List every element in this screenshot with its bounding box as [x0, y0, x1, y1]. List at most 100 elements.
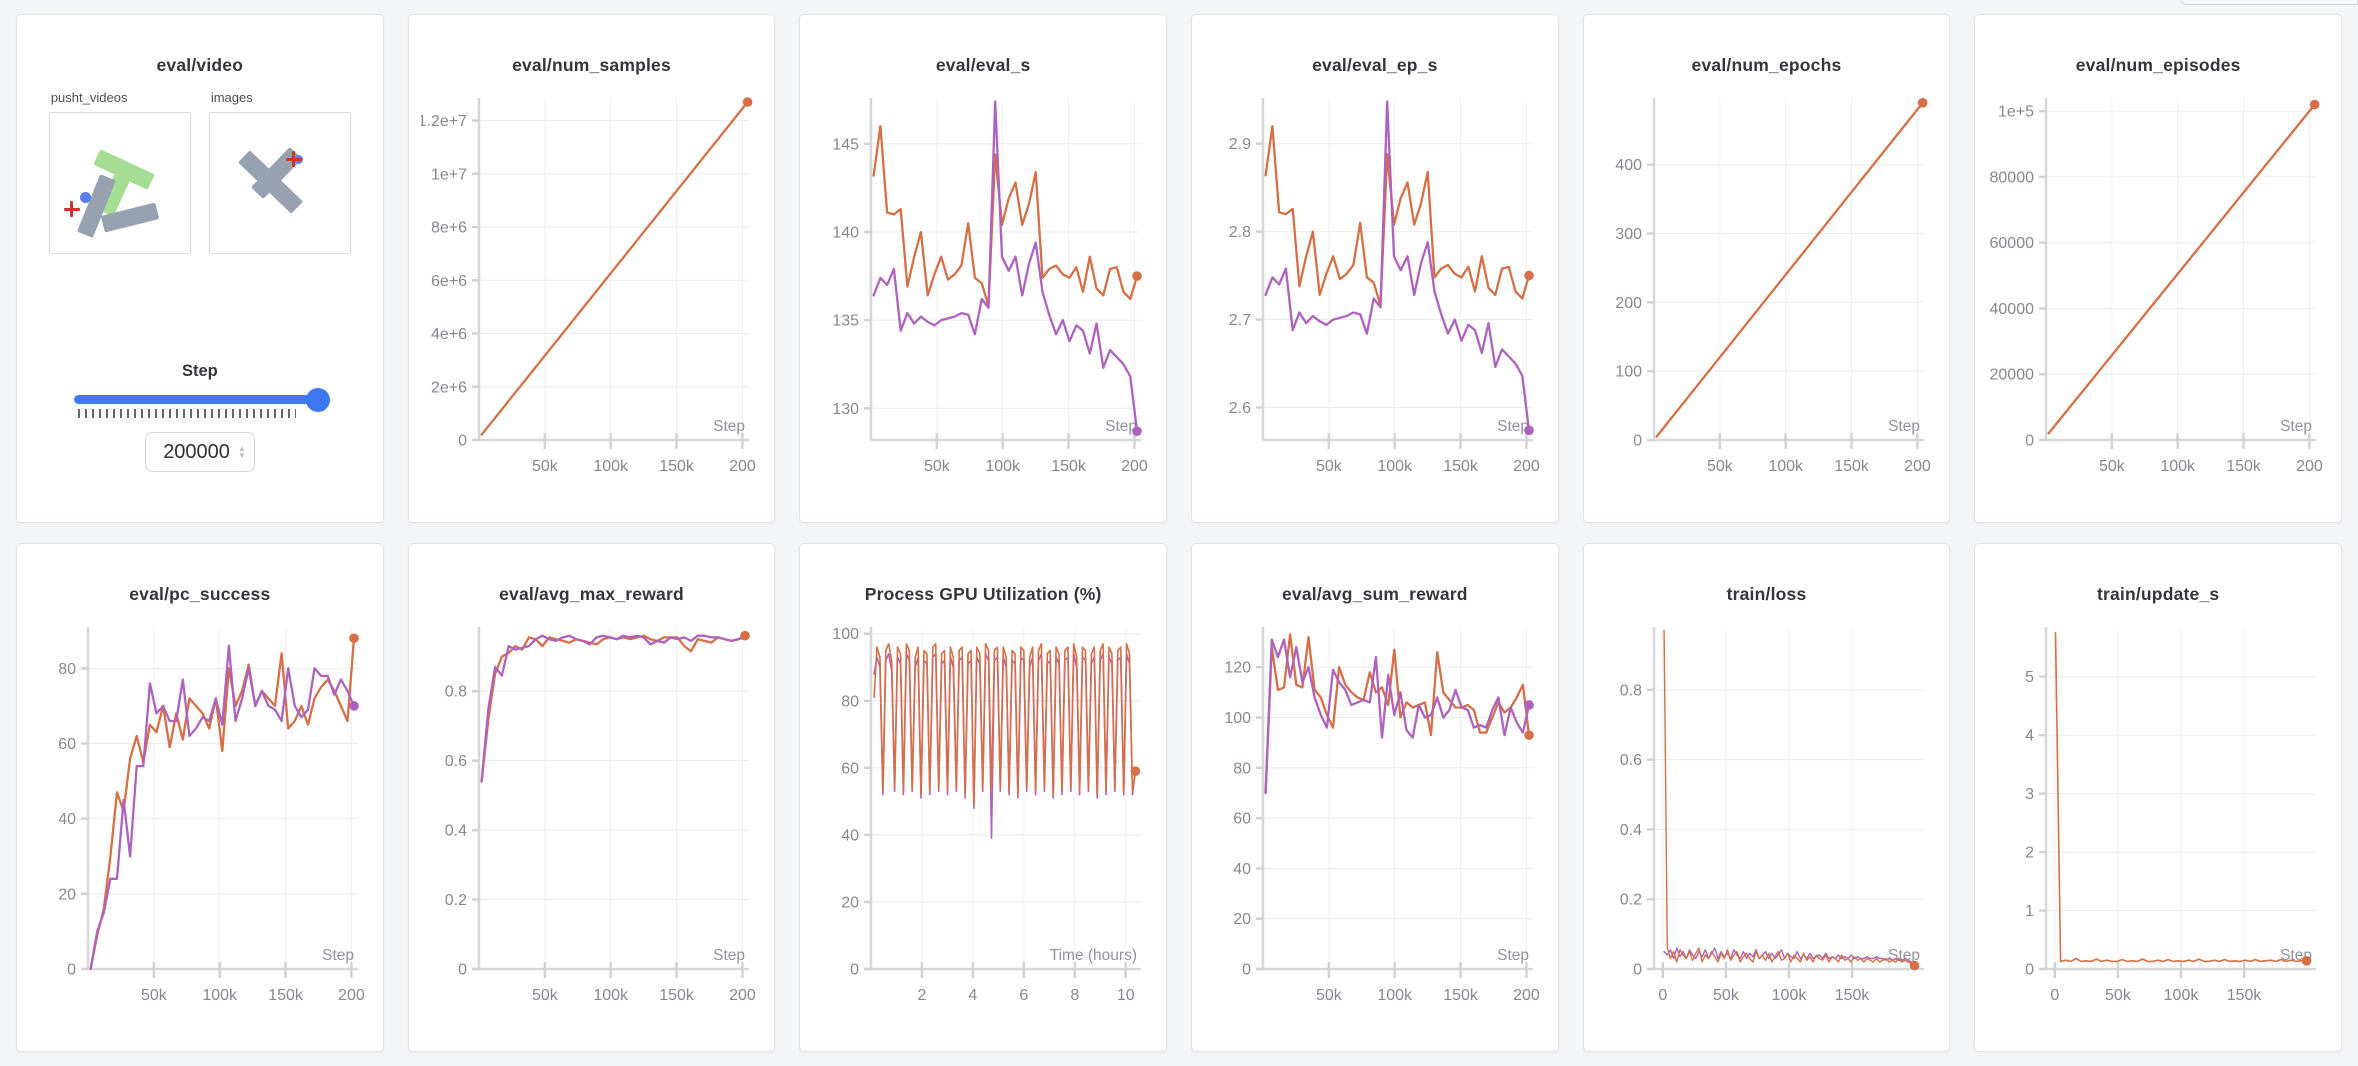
- svg-text:60000: 60000: [1990, 235, 2035, 252]
- svg-text:200: 200: [730, 987, 757, 1004]
- chart-title: train/loss: [1726, 584, 1807, 604]
- media-panel-eval-video: eval/video pusht_videos images: [16, 14, 384, 523]
- chart-panel-eval-num-episodes[interactable]: eval/num_episodes 50k 100k 150k 200 0 20000 40…: [1974, 14, 2342, 523]
- svg-text:200: 200: [1121, 458, 1148, 475]
- x-axis-label: Step: [2280, 418, 2312, 435]
- step-slider-track[interactable]: [73, 387, 330, 412]
- svg-text:100k: 100k: [594, 987, 630, 1004]
- images-thumbnail[interactable]: [208, 112, 351, 254]
- pusht-video-thumbnail[interactable]: [48, 112, 191, 254]
- svg-text:200: 200: [338, 987, 365, 1004]
- svg-text:0: 0: [2025, 962, 2034, 979]
- svg-text:50k: 50k: [1707, 458, 1734, 475]
- svg-text:20000: 20000: [1990, 367, 2035, 384]
- svg-text:8: 8: [1070, 987, 1079, 1004]
- svg-text:4: 4: [969, 987, 978, 1004]
- svg-text:120: 120: [1224, 660, 1251, 677]
- thumb-col-pusht-videos: pusht_videos: [48, 90, 191, 254]
- chart-canvas[interactable]: 50k 100k 150k 200 0 20 40 60 80 100 120 Step: [1205, 617, 1545, 1021]
- step-slider[interactable]: [73, 387, 330, 418]
- chart-panel-eval-avg-max-reward[interactable]: eval/avg_max_reward 50k 100k 150k 200 0 0.2 0.…: [407, 543, 776, 1052]
- svg-text:200: 200: [1905, 458, 1932, 475]
- svg-text:100: 100: [1616, 364, 1643, 381]
- stepper-up-icon[interactable]: ▴: [239, 443, 245, 453]
- thumb-label: images: [210, 90, 253, 105]
- svg-text:0: 0: [1634, 962, 1643, 979]
- svg-text:100k: 100k: [1772, 987, 1808, 1004]
- media-thumbnails: pusht_videos images: [17, 90, 383, 254]
- chart-canvas[interactable]: 50k 100k 150k 200 2.6 2.7 2.8 2.9 Step: [1205, 88, 1545, 492]
- x-axis-label: Step: [1497, 947, 1529, 964]
- step-slider-ticks: [77, 409, 296, 418]
- svg-text:140: 140: [832, 224, 859, 241]
- stepper-down-icon[interactable]: ▾: [239, 450, 245, 460]
- step-input-box: ▴ ▾: [144, 432, 256, 472]
- svg-text:150k: 150k: [2226, 458, 2262, 475]
- chart-canvas[interactable]: 50k 100k 150k 200 0 2e+6 4e+6 6e+6 8e+6 1e+7 1.2e+…: [421, 88, 761, 492]
- chart-canvas[interactable]: 50k 100k 150k 200 0 20000 40000 60000 80000 1e+5 S…: [1988, 88, 2328, 492]
- chart-title: eval/eval_ep_s: [1312, 55, 1438, 75]
- chart-canvas[interactable]: 0 50k 100k 150k 0 0.2 0.4 0.6 0.8 Step: [1596, 617, 1936, 1021]
- svg-text:3: 3: [2025, 786, 2034, 803]
- chart-panel-eval-eval-s[interactable]: eval/eval_s 50k 100k 150k 200 130 135 140 145 St…: [799, 14, 1167, 523]
- chart-panel-eval-num-epochs[interactable]: eval/num_epochs 50k 100k 150k 200 0 100 200 300…: [1582, 14, 1951, 523]
- svg-text:0: 0: [67, 962, 76, 979]
- svg-text:8e+6: 8e+6: [431, 220, 467, 237]
- svg-text:150k: 150k: [1443, 987, 1479, 1004]
- svg-text:200: 200: [2296, 458, 2323, 475]
- step-slider-thumb[interactable]: [305, 387, 330, 412]
- x-axis-label: Step: [714, 418, 746, 435]
- step-input[interactable]: [155, 439, 238, 465]
- x-axis-label: Step: [1889, 418, 1921, 435]
- chart-canvas[interactable]: 50k 100k 150k 200 0 100 200 300 400 Step: [1596, 88, 1936, 492]
- svg-text:1.2e+7: 1.2e+7: [421, 113, 467, 130]
- svg-text:2.9: 2.9: [1229, 136, 1251, 153]
- svg-text:150k: 150k: [660, 458, 696, 475]
- svg-text:0.4: 0.4: [445, 823, 467, 840]
- chart-canvas[interactable]: 50k 100k 150k 200 0 20 40 60 80 Step: [30, 617, 370, 1021]
- svg-text:2: 2: [2025, 845, 2034, 862]
- svg-text:10: 10: [1117, 987, 1135, 1004]
- svg-text:135: 135: [832, 313, 859, 330]
- agent-dot: [79, 192, 91, 203]
- svg-text:2.8: 2.8: [1229, 224, 1251, 241]
- svg-text:20: 20: [1233, 911, 1251, 928]
- svg-text:0.6: 0.6: [1620, 752, 1642, 769]
- svg-text:40000: 40000: [1990, 301, 2035, 318]
- chart-panel-eval-pc-success[interactable]: eval/pc_success 50k 100k 150k 200 0 20 40 60 80 S…: [16, 543, 384, 1052]
- svg-text:100k: 100k: [202, 987, 238, 1004]
- svg-text:2.6: 2.6: [1229, 400, 1251, 417]
- svg-text:50k: 50k: [924, 458, 951, 475]
- chart-panel-eval-num-samples[interactable]: eval/num_samples 50k 100k 150k 200 0 2e+6 4e+6…: [407, 14, 776, 523]
- step-slider-label: Step: [181, 362, 218, 380]
- svg-text:0: 0: [459, 962, 468, 979]
- chart-title: train/update_s: [2096, 584, 2220, 604]
- svg-text:0: 0: [1634, 433, 1643, 450]
- chart-panel-eval-avg-sum-reward[interactable]: eval/avg_sum_reward 50k 100k 150k 200 0 20 40 6…: [1190, 543, 1559, 1052]
- svg-text:80: 80: [58, 661, 76, 678]
- svg-text:0: 0: [2025, 433, 2034, 450]
- svg-text:40: 40: [841, 827, 859, 844]
- svg-text:100: 100: [1224, 710, 1251, 727]
- svg-text:80000: 80000: [1990, 169, 2035, 186]
- chart-canvas[interactable]: 50k 100k 150k 200 130 135 140 145 Step: [813, 88, 1153, 492]
- svg-text:50k: 50k: [2105, 987, 2132, 1004]
- chart-panel-train-loss[interactable]: train/loss 0 50k 100k 150k 0 0.2 0.4 0.6 0.8 Step: [1582, 543, 1951, 1052]
- chart-title: eval/num_episodes: [2075, 55, 2241, 75]
- chart-canvas[interactable]: 50k 100k 150k 200 0 0.2 0.4 0.6 0.8 Step: [421, 617, 761, 1021]
- chart-panel-eval-eval-ep-s[interactable]: eval/eval_ep_s 50k 100k 150k 200 2.6 2.7 2.8 2.…: [1190, 14, 1559, 523]
- chart-panel-gpu-utilization[interactable]: Process GPU Utilization (%) 2 4 6 8 10 0 20 40 6…: [799, 543, 1167, 1052]
- svg-text:0: 0: [1242, 962, 1251, 979]
- chart-title: eval/eval_s: [935, 55, 1031, 75]
- svg-text:60: 60: [1233, 811, 1251, 828]
- svg-text:2: 2: [918, 987, 927, 1004]
- target-cross-icon: [285, 151, 302, 167]
- chart-panel-train-update-s[interactable]: train/update_s 0 50k 100k 150k 0 1 2 3 4 5 Step: [1974, 543, 2342, 1052]
- svg-text:200: 200: [1513, 987, 1540, 1004]
- svg-text:100k: 100k: [2161, 458, 2197, 475]
- x-axis-label: Time (hours): [1050, 947, 1137, 964]
- svg-text:100k: 100k: [1377, 458, 1413, 475]
- panel-grid: eval/video pusht_videos images: [16, 14, 2342, 1052]
